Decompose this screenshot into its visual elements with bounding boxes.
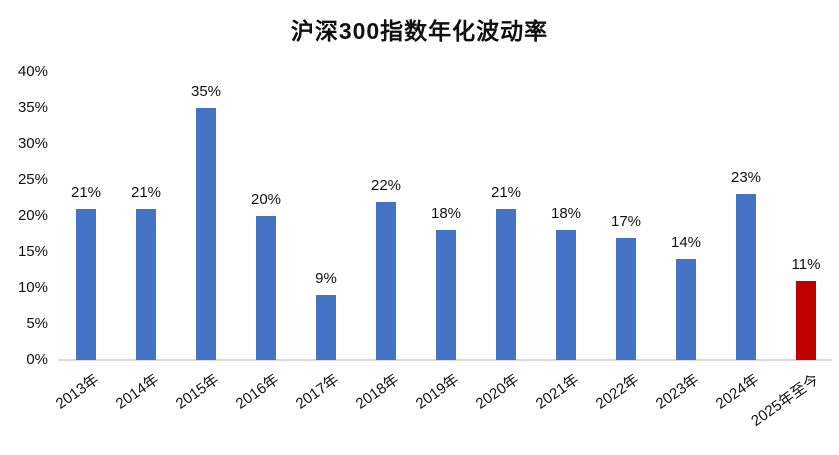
data-label: 21% [70,183,102,201]
data-label: 14% [670,234,702,252]
chart-title: 沪深300指数年化波动率 [290,18,549,44]
y-tick-label: 35% [17,99,48,116]
bar-2018年 [376,201,396,360]
data-label: 35% [190,83,222,100]
x-tick-label: 2018年 [352,371,402,413]
data-label: 18% [430,205,462,223]
y-tick-label: 20% [17,207,48,224]
x-tick-label: 2023年 [652,371,702,413]
x-tick-label: 2022年 [592,371,642,413]
bar-2017年 [316,295,336,360]
data-label: 9% [315,270,337,288]
bar-2023年 [676,259,696,360]
x-tick-label: 2021年 [532,371,582,413]
bar-2013年 [76,208,96,360]
x-tick-label: 2014年 [112,371,162,413]
x-axis-line [58,359,832,361]
bar-2025年至今 [796,280,816,360]
bar-2016年 [256,216,276,360]
data-label: 23% [730,169,762,187]
data-label: 21% [490,183,522,201]
x-tick-label: 2015年 [172,371,222,413]
x-tick-label: 2013年 [52,371,102,413]
x-tick-label: 2020年 [472,371,522,413]
y-tick-label: 15% [17,243,48,260]
bar-2020年 [496,208,516,360]
bar-2024年 [736,194,756,360]
bar-2019年 [436,230,456,360]
bar-2021年 [556,230,576,360]
bar-2015年 [196,108,216,360]
x-tick-label: 2024年 [712,371,762,413]
y-tick-label: 5% [26,315,48,332]
data-label: 11% [791,255,821,273]
data-label: 20% [250,191,282,208]
data-label: 18% [550,205,582,223]
y-tick-label: 40% [17,63,48,80]
data-label: 21% [130,183,162,201]
x-tick-label: 2016年 [232,371,282,413]
bar-2014年 [136,208,156,360]
data-label: 17% [610,212,642,230]
bar-2022年 [616,237,636,360]
y-tick-label: 0% [26,351,48,368]
x-tick-label: 2017年 [292,371,342,413]
y-tick-label: 30% [17,135,48,152]
y-tick-label: 25% [17,171,48,188]
data-label: 22% [370,176,402,194]
x-tick-label: 2019年 [412,371,462,413]
y-tick-label: 10% [17,279,48,296]
